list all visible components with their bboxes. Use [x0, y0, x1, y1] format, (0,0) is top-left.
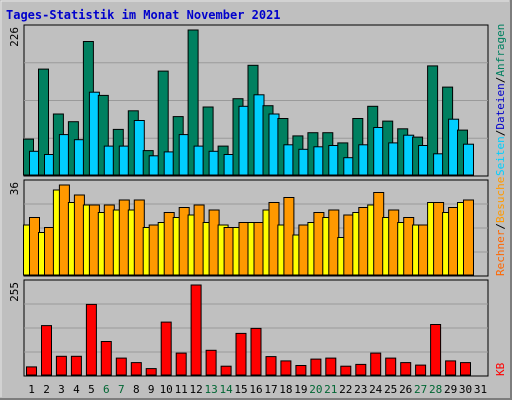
bar-kb-day-4: [70, 355, 82, 376]
x-axis-label-day-14: 14: [219, 383, 233, 396]
side-label-part: Rechner: [494, 229, 507, 276]
x-axis-label-day-6: 6: [103, 383, 110, 396]
side-label-part: Besuche: [494, 177, 507, 223]
x-axis-label-day-10: 10: [160, 383, 173, 396]
bar-kb-day-19: [295, 365, 307, 376]
chart-title: Tages-Statistik im Monat November 2021: [6, 8, 281, 22]
x-axis-label-day-7: 7: [118, 383, 125, 396]
side-label-middle: Rechner/Besuche: [494, 177, 507, 276]
bar-seiten-day-30: [463, 143, 474, 176]
side-label-top: Seiten/Dateien/Anfragen: [494, 24, 507, 176]
bar-kb-day-30: [460, 362, 471, 376]
bar-kb-day-11: [175, 352, 187, 376]
bar-kb-day-13: [205, 349, 217, 376]
bar-kb-day-6: [100, 341, 112, 376]
bar-kb-day-21: [325, 357, 337, 376]
bar-kb-day-24: [370, 352, 382, 376]
bar-anfragen-day-13: [202, 106, 214, 176]
bar-kb-day-8: [130, 362, 142, 376]
x-axis-label-day-2: 2: [43, 383, 50, 396]
bar-kb-day-10: [160, 321, 172, 376]
x-axis-label-day-23: 23: [354, 383, 367, 396]
bar-kb-day-16: [250, 327, 262, 376]
bar-seiten-day-8: [133, 120, 145, 176]
x-axis-label-day-25: 25: [384, 383, 397, 396]
x-axis-label-day-1: 1: [28, 383, 35, 396]
side-label-bottom: KB: [494, 362, 507, 376]
x-axis-label-day-5: 5: [88, 383, 95, 396]
x-axis-label-day-13: 13: [204, 383, 217, 396]
bar-kb-day-15: [235, 332, 247, 376]
bar-besuche-day-30: [463, 199, 474, 276]
x-axis-label-day-29: 29: [444, 383, 457, 396]
x-axis-label-day-19: 19: [294, 383, 307, 396]
x-axis-label-day-17: 17: [264, 383, 277, 396]
bar-kb-day-23: [355, 363, 367, 376]
x-axis-label-day-9: 9: [148, 383, 155, 396]
x-axis-label-day-8: 8: [133, 383, 140, 396]
bar-kb-day-28: [430, 324, 442, 376]
x-axis-label-day-30: 30: [459, 383, 472, 396]
side-label-part: Anfragen: [494, 24, 507, 77]
bar-anfragen-day-28: [427, 65, 439, 176]
bar-anfragen-day-10: [157, 70, 169, 176]
bar-kb-day-17: [265, 356, 277, 376]
bar-kb-day-22: [340, 365, 352, 376]
side-label-part: /: [494, 77, 507, 84]
side-label-part: Dateien: [494, 83, 507, 129]
side-label-part: /: [494, 130, 507, 137]
x-axis-label-day-3: 3: [58, 383, 65, 396]
bar-kb-day-14: [220, 365, 232, 376]
bar-kb-day-18: [280, 360, 292, 376]
bar-kb-day-25: [385, 357, 397, 376]
x-axis-label-day-21: 21: [324, 383, 337, 396]
bar-kb-day-5: [85, 303, 97, 376]
x-axis-label-day-18: 18: [279, 383, 292, 396]
x-axis-label-day-27: 27: [414, 383, 427, 396]
x-axis-label-day-20: 20: [309, 383, 322, 396]
x-axis-label-day-24: 24: [369, 383, 383, 396]
bar-kb-day-20: [310, 358, 322, 376]
x-axis-label-day-22: 22: [339, 383, 352, 396]
bar-kb-day-2: [41, 325, 52, 376]
bar-kb-day-26: [400, 362, 412, 376]
panel-top-ymax-label: 226: [8, 27, 21, 47]
bar-kb-day-3: [55, 355, 67, 376]
bar-kb-day-7: [115, 357, 127, 376]
bar-kb-day-1: [26, 366, 37, 376]
x-axis-label-day-11: 11: [175, 383, 188, 396]
side-label-part: Seiten: [494, 136, 507, 176]
side-label-part: /: [494, 223, 507, 230]
x-axis-label-day-26: 26: [399, 383, 412, 396]
side-label-part: KB: [494, 362, 507, 376]
bar-anfragen-day-2: [38, 68, 49, 176]
bar-kb-day-9: [145, 368, 157, 376]
x-axis-label-day-16: 16: [249, 383, 262, 396]
x-axis-label-day-28: 28: [429, 383, 442, 396]
bar-kb-day-12: [190, 284, 202, 376]
x-axis-label-day-15: 15: [234, 383, 247, 396]
x-axis-label-day-12: 12: [189, 383, 202, 396]
bar-anfragen-day-6: [97, 94, 109, 176]
panel-middle-ymax-label: 36: [8, 182, 21, 195]
bar-kb-day-27: [415, 364, 427, 376]
x-axis-label-day-4: 4: [73, 383, 80, 396]
bar-anfragen-day-12: [187, 29, 199, 176]
x-axis-label-day-31: 31: [474, 383, 487, 396]
bar-kb-day-29: [445, 360, 457, 376]
panel-bottom-ymax-label: 255: [8, 282, 21, 302]
